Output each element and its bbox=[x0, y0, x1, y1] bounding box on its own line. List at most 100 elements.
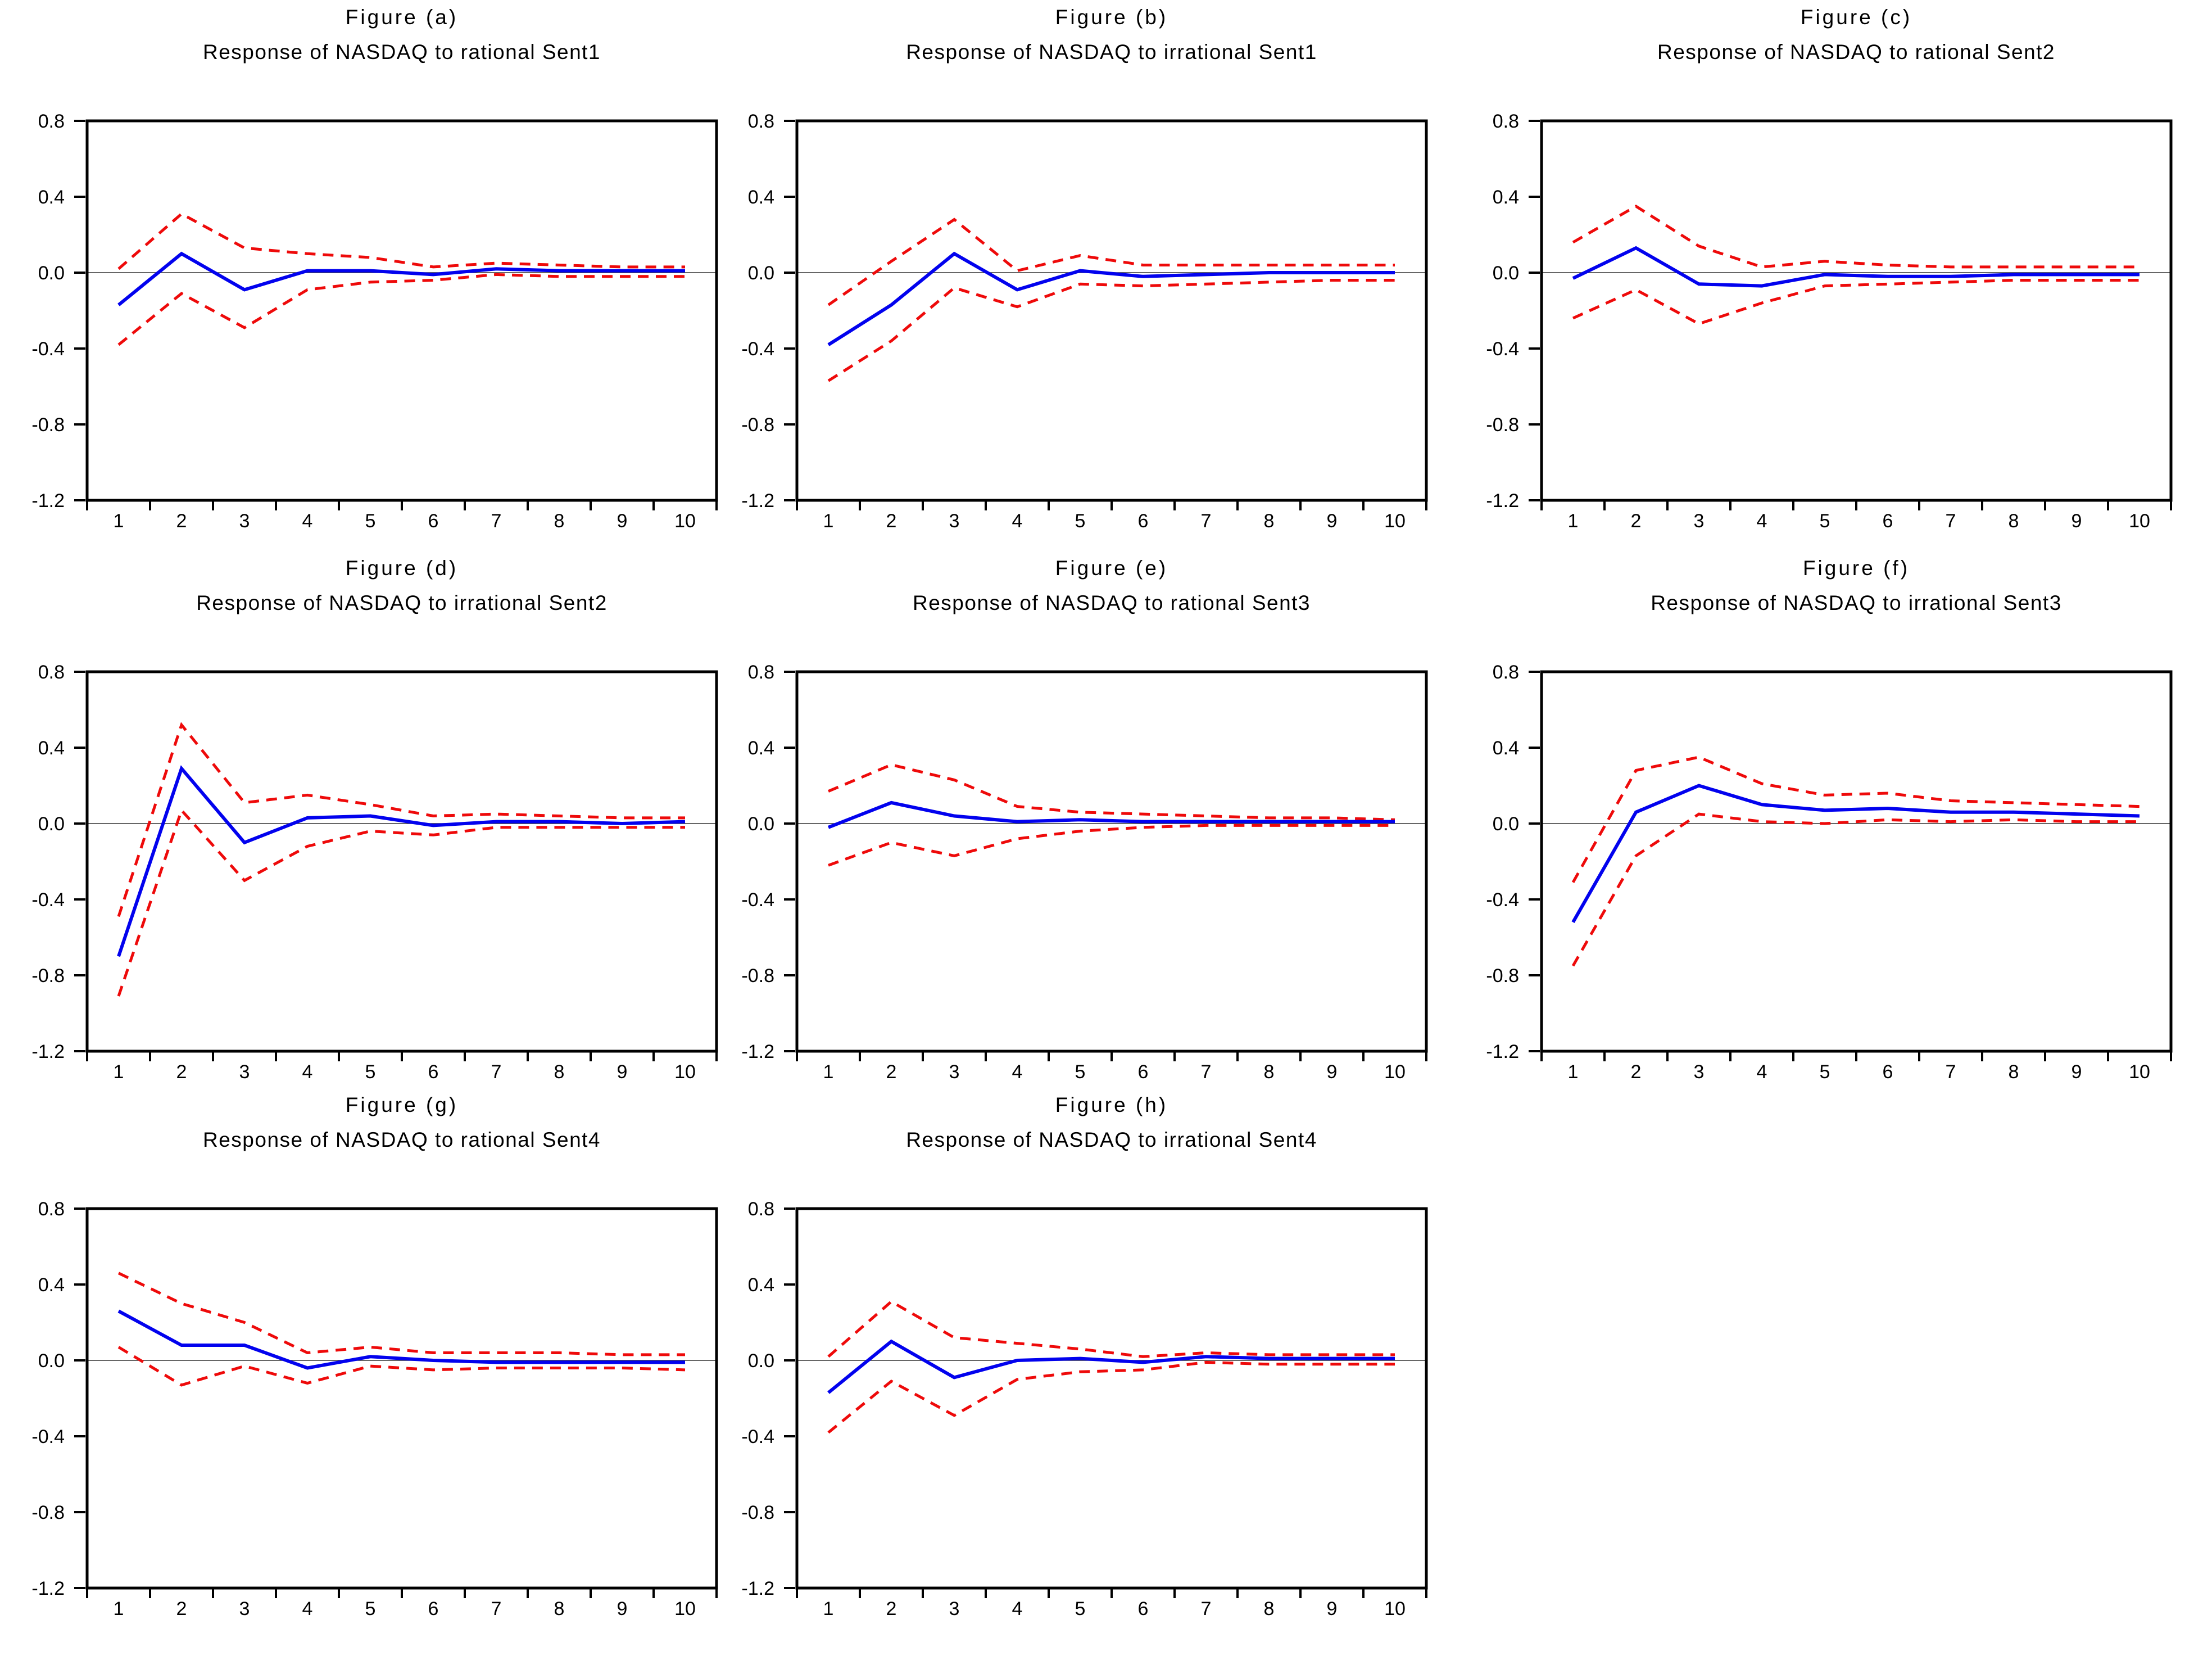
upper_ci-line bbox=[827, 1300, 1395, 1358]
y-tick-label: 0.8 bbox=[38, 662, 65, 683]
irf-chart-a: 0.8 0.4 0.0 -0.4 -0.8 -1.2 1 2 3 4 5 6 7 8 9 10 bbox=[31, 111, 718, 532]
panel-figure-e: Figure (e) Response of NASDAQ to rationa… bbox=[710, 551, 1497, 1093]
irf-chart-f: 0.8 0.4 0.0 -0.4 -0.8 -1.2 1 2 3 4 5 6 7 8 9 10 bbox=[1486, 662, 2173, 1083]
chart-title: Response of NASDAQ to rational Sent4 bbox=[202, 1128, 601, 1151]
y-tick-label: -0.4 bbox=[741, 889, 774, 911]
y-tick-label: 0.8 bbox=[748, 662, 774, 683]
x-tick-label: 8 bbox=[2009, 1061, 2019, 1083]
x-tick-label: 2 bbox=[176, 1061, 187, 1083]
lower_ci-line bbox=[117, 807, 685, 997]
y-tick-label: 0.8 bbox=[748, 111, 774, 132]
figure-label: Figure (a) bbox=[345, 6, 459, 29]
y-tick-label: 0.4 bbox=[1493, 187, 1519, 208]
y-tick-label: -0.8 bbox=[741, 1502, 774, 1523]
y-tick-label: -1.2 bbox=[741, 490, 774, 512]
chart-title: Response of NASDAQ to irrational Sent3 bbox=[1651, 591, 2062, 614]
y-tick-label: 0.0 bbox=[748, 1350, 774, 1372]
x-tick-label: 4 bbox=[302, 1061, 313, 1083]
x-tick-label: 10 bbox=[2129, 1061, 2150, 1083]
plot-box bbox=[85, 670, 718, 1053]
irf-chart-h: 0.8 0.4 0.0 -0.4 -0.8 -1.2 1 2 3 4 5 6 7 8 9 10 bbox=[741, 1198, 1428, 1620]
x-tick-label: 2 bbox=[886, 510, 897, 532]
x-tick-label: 9 bbox=[1327, 1061, 1338, 1083]
y-tick-label: 0.8 bbox=[38, 1198, 65, 1220]
y-tick-label: -0.8 bbox=[741, 965, 774, 987]
x-tick-label: 2 bbox=[886, 1598, 897, 1620]
y-tick-label: -0.4 bbox=[741, 1426, 774, 1448]
x-tick-label: 2 bbox=[1631, 510, 1642, 532]
irf-chart-d: 0.8 0.4 0.0 -0.4 -0.8 -1.2 1 2 3 4 5 6 7 8 9 10 bbox=[31, 662, 718, 1083]
x-tick-label: 5 bbox=[365, 1598, 376, 1620]
y-tick-label: 0.4 bbox=[748, 187, 774, 208]
x-tick-label: 9 bbox=[617, 510, 628, 532]
y-tick-label: 0.0 bbox=[1493, 813, 1519, 835]
y-tick-label: 0.8 bbox=[1493, 111, 1519, 132]
x-tick-label: 2 bbox=[1631, 1061, 1642, 1083]
x-tick-label: 10 bbox=[1384, 1061, 1406, 1083]
y-tick-label: -0.8 bbox=[31, 414, 65, 436]
x-tick-label: 1 bbox=[114, 510, 124, 532]
response-line bbox=[117, 251, 685, 306]
y-tick-label: -0.4 bbox=[1486, 338, 1519, 360]
x-tick-label: 8 bbox=[1264, 1598, 1275, 1620]
x-tick-label: 8 bbox=[2009, 510, 2019, 532]
y-tick-label: -1.2 bbox=[741, 1041, 774, 1062]
irf-chart-e: 0.8 0.4 0.0 -0.4 -0.8 -1.2 1 2 3 4 5 6 7 8 9 10 bbox=[741, 662, 1428, 1083]
y-tick-label: 0.0 bbox=[1493, 263, 1519, 284]
x-tick-label: 6 bbox=[428, 1061, 439, 1083]
x-tick-label: 8 bbox=[554, 1598, 565, 1620]
chart-title: Response of NASDAQ to irrational Sent4 bbox=[906, 1128, 1317, 1151]
x-tick-label: 2 bbox=[886, 1061, 897, 1083]
irf-chart-g: 0.8 0.4 0.0 -0.4 -0.8 -1.2 1 2 3 4 5 6 7 8 9 10 bbox=[31, 1198, 718, 1620]
y-tick-label: -1.2 bbox=[31, 1578, 65, 1599]
x-tick-label: 9 bbox=[2072, 1061, 2082, 1083]
chart-title: Response of NASDAQ to irrational Sent2 bbox=[196, 591, 608, 614]
x-tick-label: 3 bbox=[239, 1598, 250, 1620]
panel-figure-a: Figure (a) Response of NASDAQ to rationa… bbox=[0, 0, 787, 542]
upper_ci-line bbox=[1572, 204, 2140, 269]
y-tick-label: -0.8 bbox=[31, 1502, 65, 1523]
x-tick-label: 1 bbox=[1568, 1061, 1579, 1083]
y-tick-label: 0.0 bbox=[748, 813, 774, 835]
x-tick-label: 10 bbox=[674, 1598, 696, 1620]
lower_ci-line bbox=[827, 1360, 1395, 1434]
lower_ci-line bbox=[117, 273, 685, 346]
x-tick-label: 7 bbox=[491, 510, 502, 532]
y-tick-label: -1.2 bbox=[31, 490, 65, 512]
x-tick-label: 6 bbox=[1883, 510, 1893, 532]
x-tick-label: 10 bbox=[1384, 510, 1406, 532]
x-tick-label: 4 bbox=[1757, 510, 1767, 532]
lower_ci-line bbox=[828, 824, 1395, 867]
response-line bbox=[827, 1339, 1395, 1394]
upper_ci-line bbox=[828, 763, 1395, 821]
x-tick-label: 5 bbox=[1075, 1061, 1086, 1083]
response-line bbox=[117, 1309, 685, 1370]
x-tick-label: 3 bbox=[949, 1598, 960, 1620]
lower_ci-line bbox=[117, 1346, 686, 1387]
y-tick-label: 0.0 bbox=[748, 263, 774, 284]
figure-label: Figure (b) bbox=[1055, 6, 1168, 29]
y-tick-label: -1.2 bbox=[741, 1578, 774, 1599]
irf-chart-b: 0.8 0.4 0.0 -0.4 -0.8 -1.2 1 2 3 4 5 6 7 8 9 10 bbox=[741, 111, 1428, 532]
x-tick-label: 4 bbox=[302, 510, 313, 532]
lower_ci-line bbox=[827, 279, 1395, 382]
y-tick-label: 0.0 bbox=[38, 1350, 65, 1372]
y-tick-label: 0.0 bbox=[38, 813, 65, 835]
x-tick-label: 7 bbox=[1946, 1061, 1956, 1083]
y-tick-label: 0.4 bbox=[748, 1274, 774, 1296]
x-tick-label: 3 bbox=[239, 510, 250, 532]
y-tick-label: -0.8 bbox=[1486, 965, 1519, 987]
y-tick-label: 0.4 bbox=[38, 738, 65, 759]
panel-figure-d: Figure (d) Response of NASDAQ to irratio… bbox=[0, 551, 787, 1093]
upper_ci-line bbox=[117, 1272, 685, 1356]
upper_ci-line bbox=[1571, 756, 2140, 883]
x-tick-label: 10 bbox=[674, 1061, 696, 1083]
y-tick-label: -0.8 bbox=[741, 414, 774, 436]
y-tick-label: 0.4 bbox=[38, 1274, 65, 1296]
x-tick-label: 8 bbox=[1264, 510, 1275, 532]
plot-box bbox=[795, 1207, 1428, 1590]
plot-box bbox=[1540, 670, 2173, 1053]
upper_ci-line bbox=[117, 722, 685, 917]
x-tick-label: 1 bbox=[823, 1061, 834, 1083]
